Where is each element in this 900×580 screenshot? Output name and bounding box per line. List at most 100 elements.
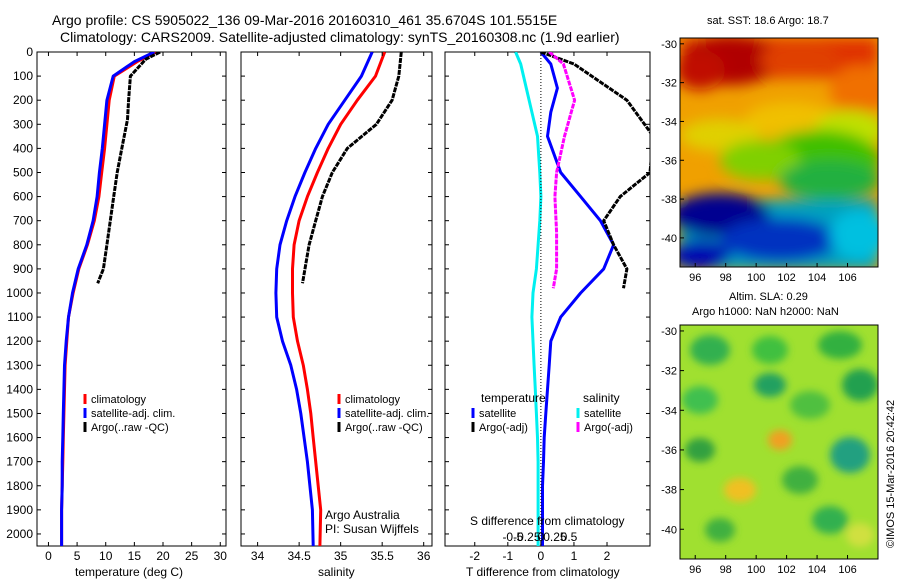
temperature-tick-label: 0	[45, 549, 52, 563]
depth-tick-label: 1100	[7, 310, 33, 324]
depth-tick-label: 400	[13, 141, 33, 155]
difference-tick-label: 2	[604, 549, 611, 563]
series-s-satellite	[514, 52, 543, 546]
sst-map-ytick-label: -34	[661, 116, 677, 128]
depth-tick-label: 100	[13, 69, 33, 83]
temperature-tick-label: 25	[185, 549, 199, 563]
imos-watermark: ©IMOS 15-Mar-2016 20:42:42	[885, 399, 897, 548]
series-satellite-adj-clim-	[274, 52, 374, 546]
sla-map-ytick-label: -32	[661, 366, 677, 378]
series-argo-adj-	[540, 52, 650, 289]
sst-map-ytick-label: -32	[661, 78, 677, 90]
s-difference-tick-label: -0.5	[502, 530, 523, 544]
sla-map-ytick-label: -30	[661, 326, 677, 338]
temperature-tick-label: 30	[214, 549, 228, 563]
sla-map-title-2: Argo h1000: NaN h2000: NaN	[692, 306, 839, 318]
salinity-tick-label: 35	[334, 549, 348, 563]
depth-tick-label: 300	[13, 117, 33, 131]
depth-tick-label: 1900	[6, 503, 33, 517]
depth-tick-label: 700	[13, 214, 33, 228]
series-argo-raw-qc-	[96, 52, 161, 284]
salinity-tick-label: 36	[417, 549, 431, 563]
series-argo-raw-qc-	[301, 52, 403, 284]
series-s-argo-adj-	[548, 52, 577, 289]
difference-plot	[514, 52, 650, 546]
sst-map-xtick-label: 100	[747, 272, 765, 284]
depth-tick-label: 200	[13, 93, 33, 107]
temperature-tick-label: 10	[99, 549, 113, 563]
temperature-legend-label: Argo(..raw -QC)	[91, 422, 169, 434]
temperature-panel-frame	[36, 51, 227, 547]
difference-tick-label: -1	[502, 549, 513, 563]
salinity-panel-frame	[240, 51, 433, 547]
sst-map-ytick-label: -30	[661, 39, 677, 51]
series-climatology	[291, 52, 387, 546]
sst-map-xtick-label: 104	[808, 272, 826, 284]
depth-tick-label: 900	[13, 262, 33, 276]
depth-tick-label: 600	[13, 190, 33, 204]
depth-tick-label: 1600	[6, 431, 33, 445]
sla-map-xtick-label: 100	[747, 564, 765, 576]
difference-t-legend-label: satellite	[479, 408, 516, 420]
depth-tick-label: 1500	[6, 406, 33, 420]
sst-map-xtick-label: 102	[777, 272, 795, 284]
difference-tick-label: 1	[571, 549, 578, 563]
difference-tick-label: 0	[538, 549, 545, 563]
s-difference-tick-label: 0.5	[561, 530, 578, 544]
s-difference-tick-label: 0	[538, 530, 545, 544]
map-axes: -30 -32 -34 -36 -38 -40 96 98 100 102 104 106 -30 -32…	[661, 39, 857, 576]
s-difference-tick-label: -0.25	[513, 530, 541, 544]
depth-tick-label: 1400	[6, 382, 33, 396]
sst-map-xtick-label: 106	[838, 272, 856, 284]
difference-panel-frame	[444, 51, 651, 547]
sla-map-xtick-label: 106	[838, 564, 856, 576]
s-difference-tick-label: 0.25	[543, 530, 567, 544]
sst-map-ytick-label: -36	[661, 155, 677, 167]
sla-map-ytick-label: -36	[661, 445, 677, 457]
sst-map-frame	[679, 37, 879, 268]
sla-map-xtick-label: 96	[689, 564, 701, 576]
salinity-tick-label: 34.5	[287, 549, 311, 563]
sla-map	[680, 325, 878, 559]
series-satellite-adj-clim-	[60, 52, 156, 546]
difference-s-legend-label: Argo(-adj)	[584, 422, 633, 434]
series-satellite	[539, 52, 616, 546]
depth-tick-label: 1300	[6, 358, 33, 372]
difference-tick-label: -2	[469, 549, 480, 563]
sst-map-ytick-label: -40	[661, 233, 677, 245]
temperature-tick-label: 20	[156, 549, 170, 563]
series-climatology	[60, 52, 157, 546]
sla-map-ytick-label: -34	[661, 405, 677, 417]
salinity-tick-label: 35.5	[370, 549, 394, 563]
salinity-legend-label: climatology	[345, 394, 401, 406]
difference-s-legend-label: satellite	[584, 408, 621, 420]
depth-tick-label: 1200	[6, 334, 33, 348]
s-difference-label: S difference from climatology	[470, 514, 625, 528]
legend-temperature-title: temperature	[481, 391, 546, 405]
depth-tick-label: 500	[13, 165, 33, 179]
title-line-2: Climatology: CARS2009. Satellite-adjuste…	[60, 29, 620, 45]
salinity-legend-label: Argo(..raw -QC)	[345, 422, 423, 434]
salinity-xlabel: salinity	[318, 565, 355, 579]
salinity-tick-label: 34	[251, 549, 265, 563]
temperature-xlabel: temperature (deg C)	[75, 565, 184, 579]
salinity-plot	[274, 52, 403, 546]
sst-map-xtick-label: 98	[720, 272, 732, 284]
temperature-tick-label: 15	[128, 549, 142, 563]
difference-t-legend-label: Argo(-adj)	[479, 422, 528, 434]
depth-tick-label: 1700	[6, 455, 33, 469]
depth-tick-label: 1000	[6, 286, 33, 300]
temperature-tick-label: 5	[74, 549, 81, 563]
sst-map-ytick-label: -38	[661, 194, 677, 206]
legend-salinity-title: salinity	[583, 391, 620, 405]
sla-map-xtick-label: 104	[808, 564, 826, 576]
sla-map-ytick-label: -40	[661, 524, 677, 536]
temperature-legend-label: satellite-adj. clim.	[91, 408, 175, 420]
sla-map-xtick-label: 102	[777, 564, 795, 576]
credit-line-1: Argo Australia	[325, 508, 400, 522]
sst-map-title: sat. SST: 18.6 Argo: 18.7	[707, 15, 829, 27]
title-line-1: Argo profile: CS 5905022_136 09-Mar-2016…	[52, 12, 558, 28]
difference-xlabel: T difference from climatology	[466, 565, 620, 579]
credit-line-2: PI: Susan Wijffels	[325, 522, 419, 536]
